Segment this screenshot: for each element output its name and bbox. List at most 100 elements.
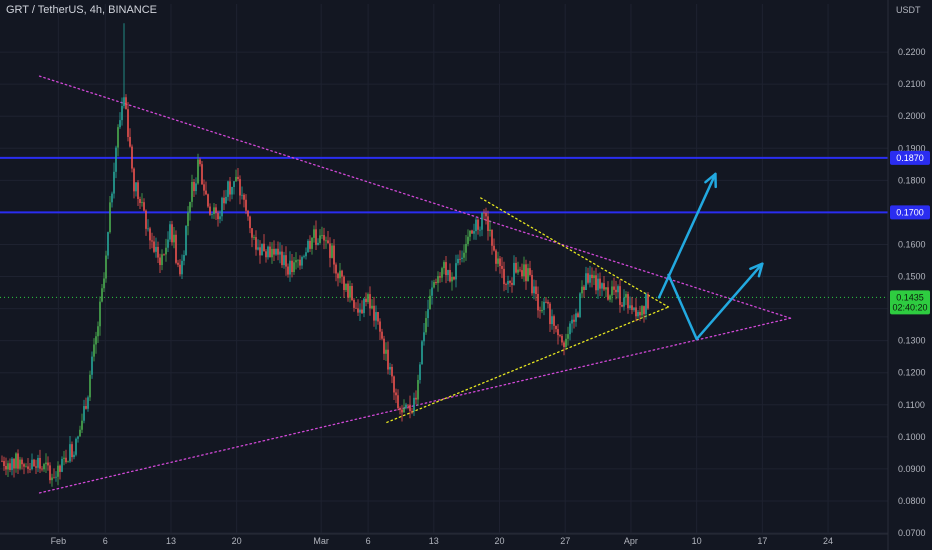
candle-body (43, 464, 45, 470)
candle-body (397, 395, 399, 409)
candle-body (201, 164, 203, 185)
candle-body (245, 199, 247, 211)
candle-body (539, 310, 541, 312)
candle-body (361, 309, 363, 314)
candle-body (325, 240, 327, 242)
candle-body (11, 458, 13, 470)
candle-body (185, 226, 187, 256)
candle-body (119, 120, 121, 128)
candle-body (291, 260, 293, 273)
candle-body (45, 462, 47, 465)
candle-body (327, 240, 329, 244)
candle-body (73, 454, 75, 458)
candle-body (235, 176, 237, 182)
candle-body (557, 329, 559, 336)
candle-body (445, 262, 447, 276)
candle-body (305, 252, 307, 257)
candle-body (481, 212, 483, 230)
candle-body (487, 216, 489, 232)
candle-body (121, 106, 123, 121)
candle-body (111, 193, 113, 203)
price-tick-label: 0.1200 (898, 368, 926, 378)
candle-body (75, 438, 77, 455)
projection-arrow-dip (667, 262, 764, 341)
candle-body (191, 181, 193, 202)
candle-body (611, 286, 613, 296)
candle-body (637, 311, 639, 317)
time-tick-label: Apr (624, 536, 638, 546)
candle-body (329, 243, 331, 258)
candle-body (405, 404, 407, 409)
candle-body (15, 453, 17, 469)
time-tick-label: 27 (560, 536, 570, 546)
candle-body (47, 462, 49, 466)
candle-body (489, 229, 491, 232)
price-tick-label: 0.0800 (898, 496, 926, 506)
candle-body (349, 285, 351, 298)
candle-body (53, 477, 55, 479)
candle-body (275, 248, 277, 255)
candle-body (409, 404, 411, 411)
candle-body (135, 182, 137, 192)
candle-body (321, 235, 323, 236)
candle-body (613, 286, 615, 290)
price-tick-label: 0.1600 (898, 239, 926, 249)
candle-body (19, 459, 21, 469)
candle-body (205, 190, 207, 195)
wedge-upper-line (480, 197, 670, 308)
candle-body (457, 258, 459, 264)
candle-body (69, 444, 71, 462)
candle-body (593, 275, 595, 279)
candle-body (263, 243, 265, 252)
time-tick-label: 20 (495, 536, 505, 546)
candle-body (575, 313, 577, 322)
time-tick-label: 13 (166, 536, 176, 546)
candle-body (331, 245, 333, 258)
candle-body (37, 457, 39, 468)
candle-body (563, 342, 565, 347)
candle-body (567, 334, 569, 339)
candle-body (247, 210, 249, 217)
time-tick-label: Feb (51, 536, 67, 546)
candle-body (269, 246, 271, 258)
candle-body (437, 276, 439, 284)
candle-body (323, 235, 325, 241)
horizontal-levels (0, 156, 888, 298)
candle-body (491, 229, 493, 246)
candle-body (189, 201, 191, 213)
candle-body (461, 257, 463, 260)
candle-body (569, 323, 571, 335)
candle-body (265, 251, 267, 258)
candle-body (453, 276, 455, 280)
candle-body (587, 273, 589, 283)
candle-body (173, 234, 175, 243)
candle-body (139, 198, 141, 203)
candle-body (187, 212, 189, 227)
candle-body (89, 374, 91, 398)
price-tick-label: 0.1800 (898, 175, 926, 185)
candle-body (449, 270, 451, 282)
candle-body (365, 298, 367, 303)
candle-body (343, 276, 345, 290)
candle-body (211, 214, 213, 215)
candle-body (573, 319, 575, 322)
candle-body (383, 338, 385, 354)
candle-body (317, 242, 319, 245)
candle-body (41, 468, 43, 470)
candle-body (559, 335, 561, 336)
candle-body (77, 436, 79, 439)
candle-body (415, 397, 417, 400)
candle-body (375, 312, 377, 321)
candle-body (635, 307, 637, 317)
time-tick-label: 17 (757, 536, 767, 546)
candle-body (195, 183, 197, 192)
candle-body (511, 282, 513, 285)
candle-body (335, 264, 337, 274)
candle-body (297, 259, 299, 261)
candle-body (309, 240, 311, 249)
candle-body (257, 247, 259, 250)
candle-body (197, 159, 199, 184)
candle-body (13, 458, 15, 469)
candle-body (307, 240, 309, 253)
